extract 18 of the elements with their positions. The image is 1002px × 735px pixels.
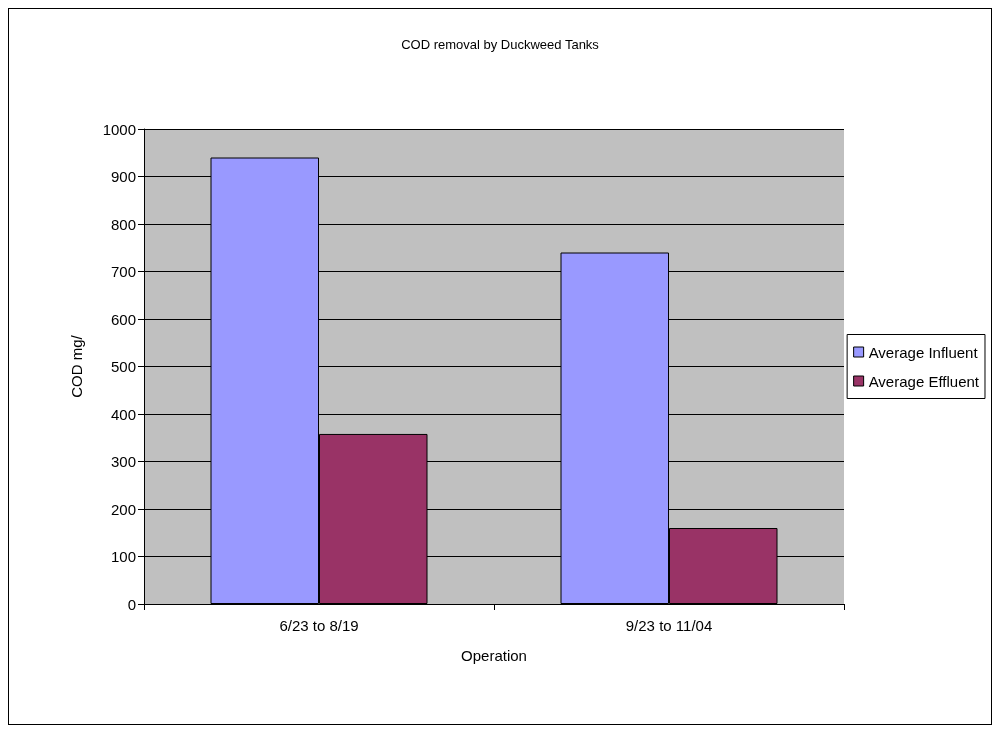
legend-label: Average Effluent [868, 372, 980, 390]
y-tick-label: 200 [110, 500, 136, 518]
y-axis-title: COD mg/ [68, 334, 85, 398]
y-tick-label: 800 [110, 215, 136, 233]
y-tick-label: 400 [110, 405, 136, 423]
y-tick-label: 300 [110, 453, 136, 470]
y-tick-label: 0 [127, 595, 136, 613]
x-tick-label: 9/23 to 11/04 [625, 617, 713, 634]
chart-title: COD removal by Duckweed Tanks [401, 37, 600, 52]
y-tick-label: 600 [110, 310, 136, 328]
legend-label: Average Influent [868, 343, 979, 361]
y-tick-label: 1000 [102, 120, 136, 138]
y-tick-label: 900 [110, 168, 136, 185]
y-tick-label: 500 [110, 358, 136, 375]
x-axis-title: Operation [461, 647, 527, 664]
y-tick-label: 700 [110, 263, 136, 280]
x-tick-label: 6/23 to 8/19 [279, 617, 359, 634]
y-tick-label: 100 [110, 548, 136, 565]
